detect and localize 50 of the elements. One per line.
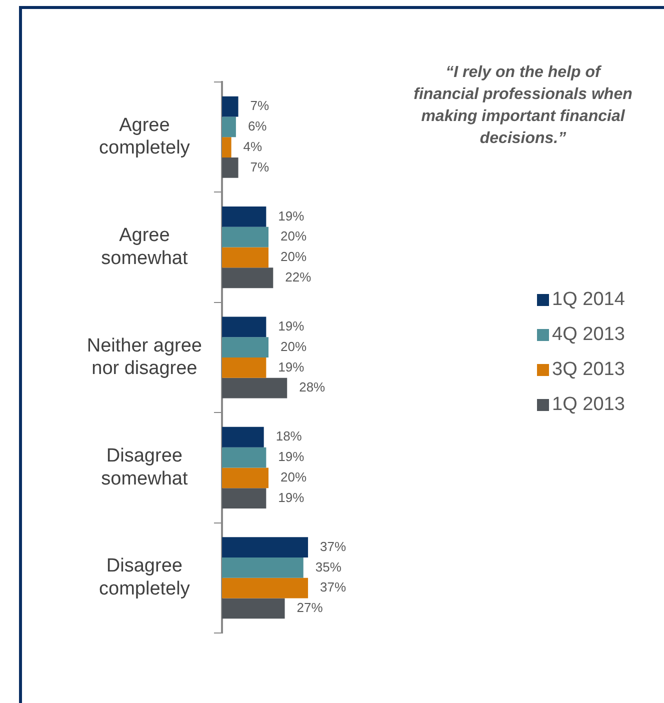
legend-label: 4Q 2013 [552,324,625,346]
data-label: 20% [280,228,307,244]
data-label: 18% [276,428,302,444]
data-label: 35% [315,559,342,574]
y-tick-label: Agree completely [99,114,190,159]
bar [222,96,238,117]
data-label: 20% [280,249,307,264]
y-tick-label: Agree somewhat [101,225,188,269]
bar [222,316,266,338]
data-label: 20% [280,338,307,354]
data-label: 6% [248,118,268,134]
bar [222,598,285,619]
bar [222,558,304,578]
bar [222,488,266,508]
data-label: 19% [278,318,305,334]
data-label: 19% [278,359,305,374]
data-label: 4% [243,138,263,154]
data-label: 37% [320,538,346,554]
data-label: 22% [285,269,312,284]
bar [222,157,238,178]
bar [222,358,266,378]
data-label: 7% [250,98,270,114]
bar [222,468,268,488]
data-label: 19% [278,449,305,464]
legend-label: 1Q 2014 [552,288,625,310]
bar [222,447,266,468]
bar [222,137,232,158]
data-label: 20% [280,469,307,484]
data-label: 19% [278,208,305,224]
data-label: 7% [250,159,270,174]
bar [222,378,288,398]
legend-label: 3Q 2013 [552,358,625,380]
bar [222,268,274,288]
legend-label: 1Q 2013 [552,394,625,416]
y-tick-label: Disagree somewhat [101,446,188,490]
bar [222,116,236,138]
bar [222,337,268,358]
data-label: 28% [299,380,326,395]
bar [222,578,308,598]
data-label: 37% [320,580,346,595]
data-label: 27% [296,600,324,616]
data-label: 19% [278,490,305,505]
bar [222,206,266,227]
text: “I rely on the help of financial professionals when making important financial decisions.” [412,63,634,149]
y-tick-label: Neither agree nor disagree [86,335,202,380]
y-tick-label: Disagree completely [99,556,190,600]
bar [222,226,268,248]
bar [222,537,308,558]
bar [222,426,264,448]
bar [222,247,268,268]
